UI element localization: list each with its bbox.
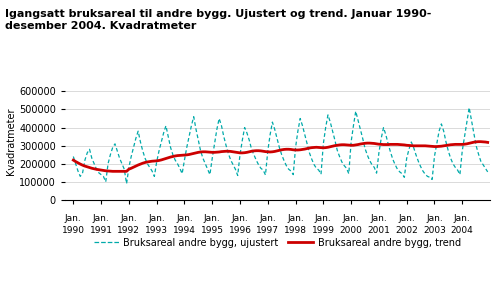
Text: 2001: 2001 — [368, 226, 390, 235]
Line: Bruksareal andre bygg, trend: Bruksareal andre bygg, trend — [74, 142, 488, 171]
Text: Jan.: Jan. — [398, 214, 415, 223]
Bruksareal andre bygg, ujustert — [119, 162, 125, 166]
Bruksareal andre bygg, trend — [473, 140, 479, 143]
Text: Jan.: Jan. — [176, 214, 193, 223]
Text: 1994: 1994 — [173, 226, 196, 235]
Text: 1990: 1990 — [62, 226, 85, 235]
Text: Jan.: Jan. — [148, 214, 165, 223]
Text: 1998: 1998 — [284, 226, 307, 235]
Text: Jan.: Jan. — [426, 214, 443, 223]
Text: 1991: 1991 — [90, 226, 112, 235]
Bruksareal andre bygg, ujustert — [484, 170, 490, 174]
Bruksareal andre bygg, ujustert — [466, 106, 472, 109]
Bruksareal andre bygg, ujustert — [476, 152, 482, 156]
Text: Jan.: Jan. — [260, 214, 276, 223]
Legend: Bruksareal andre bygg, ujustert, Bruksareal andre bygg, trend: Bruksareal andre bygg, ujustert, Bruksar… — [90, 234, 464, 251]
Text: Jan.: Jan. — [287, 214, 304, 223]
Bruksareal andre bygg, trend — [78, 162, 84, 166]
Text: Jan.: Jan. — [454, 214, 470, 223]
Text: 2004: 2004 — [451, 226, 473, 235]
Text: Jan.: Jan. — [92, 214, 110, 223]
Bruksareal andre bygg, trend — [440, 144, 446, 148]
Text: 2002: 2002 — [396, 226, 418, 235]
Text: 2000: 2000 — [340, 226, 362, 235]
Text: 1996: 1996 — [228, 226, 252, 235]
Bruksareal andre bygg, trend — [158, 158, 164, 162]
Bruksareal andre bygg, trend — [230, 150, 236, 153]
Bruksareal andre bygg, trend — [70, 158, 76, 162]
Bruksareal andre bygg, ujustert — [440, 129, 446, 133]
Bruksareal andre bygg, trend — [476, 140, 482, 143]
Y-axis label: Kvadratmeter: Kvadratmeter — [6, 107, 16, 175]
Text: 1995: 1995 — [200, 226, 224, 235]
Text: Jan.: Jan. — [342, 214, 359, 223]
Bruksareal andre bygg, trend — [110, 170, 116, 173]
Text: 1999: 1999 — [312, 226, 335, 235]
Text: 1997: 1997 — [256, 226, 280, 235]
Text: Jan.: Jan. — [120, 214, 138, 223]
Text: 1992: 1992 — [118, 226, 141, 235]
Bruksareal andre bygg, ujustert — [78, 175, 84, 178]
Text: Igangsatt bruksareal til andre bygg. Ujustert og trend. Januar 1990-
desember 20: Igangsatt bruksareal til andre bygg. Uju… — [5, 9, 432, 31]
Text: 2003: 2003 — [423, 226, 446, 235]
Text: Jan.: Jan. — [370, 214, 388, 223]
Bruksareal andre bygg, trend — [122, 170, 128, 173]
Bruksareal andre bygg, trend — [484, 141, 490, 144]
Bruksareal andre bygg, ujustert — [158, 140, 164, 144]
Text: Jan.: Jan. — [232, 214, 248, 223]
Line: Bruksareal andre bygg, ujustert: Bruksareal andre bygg, ujustert — [74, 108, 488, 184]
Bruksareal andre bygg, ujustert — [124, 182, 130, 186]
Text: Jan.: Jan. — [204, 214, 220, 223]
Bruksareal andre bygg, ujustert — [70, 155, 76, 158]
Text: Jan.: Jan. — [65, 214, 82, 223]
Text: 1993: 1993 — [145, 226, 168, 235]
Bruksareal andre bygg, ujustert — [230, 163, 236, 166]
Text: Jan.: Jan. — [315, 214, 332, 223]
